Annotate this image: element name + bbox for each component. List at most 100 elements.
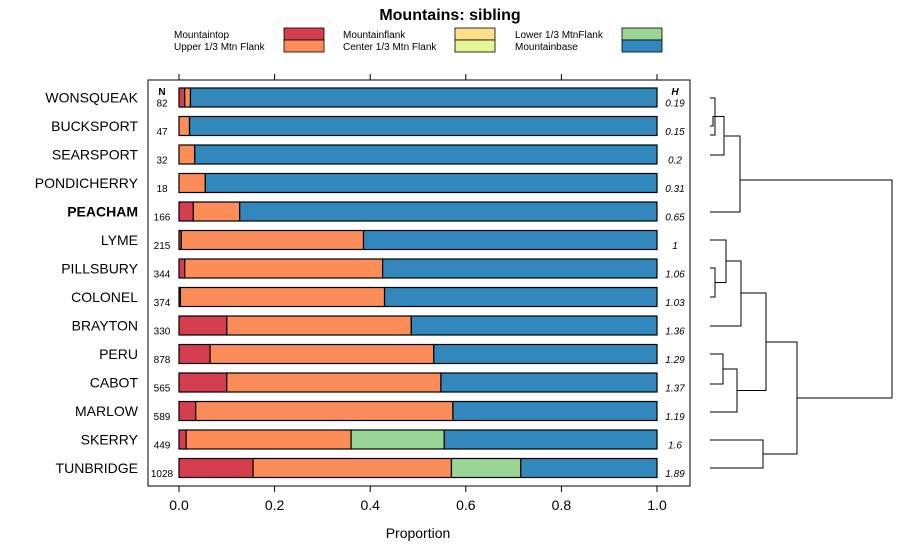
legend-label-mountaintop: Mountaintop — [174, 30, 229, 41]
bar-segment-mountainbase — [383, 286, 658, 308]
bar-segment-mountainbase — [440, 372, 658, 393]
legend: Mountaintop Mountainflank Lower 1/3 MtnFla… — [174, 27, 663, 53]
category-label-tunbridge: TUNBRIDGE — [56, 460, 138, 476]
legend-swatch-mountainflank — [454, 27, 496, 41]
x-tick-label: 0.2 — [265, 497, 285, 513]
bar-segment-mountaintop — [178, 372, 228, 393]
bar-segment-upper-1-3-mtn-flank — [185, 429, 352, 450]
n-value: 47 — [156, 127, 168, 138]
n-header: N — [158, 87, 165, 98]
legend-swatch-center-1-3-mtn-flank — [454, 39, 496, 53]
bar-segment-mountainbase — [410, 315, 658, 336]
category-label-bucksport: BUCKSPORT — [51, 118, 138, 134]
legend-label-lower-1-3-mtnflank: Lower 1/3 MtnFlank — [515, 30, 604, 41]
category-label-colonel: COLONEL — [71, 289, 138, 305]
n-value: 565 — [154, 384, 171, 395]
bar-segment-upper-1-3-mtn-flank — [184, 258, 384, 279]
dendrogram-branch — [710, 116, 725, 156]
category-label-searsport: SEARSPORT — [52, 147, 139, 163]
bar-segment-mountainbase — [239, 201, 658, 222]
legend-swatch-upper-1-3-mtn-flank — [283, 39, 325, 53]
bar-segment-mountainbase — [443, 429, 658, 450]
bar-segment-upper-1-3-mtn-flank — [180, 229, 365, 251]
n-value: 344 — [154, 270, 171, 281]
n-value: 166 — [154, 213, 171, 224]
bar-segment-mountainbase — [194, 144, 658, 165]
h-value: 0.19 — [665, 99, 685, 110]
bar-segment-upper-1-3-mtn-flank — [184, 87, 192, 108]
x-tick-label: 0.6 — [456, 497, 476, 513]
n-value: 449 — [154, 441, 171, 452]
n-value: 374 — [154, 298, 171, 309]
bar-segment-mountainbase — [362, 229, 658, 251]
x-tick-label: 1.0 — [647, 497, 667, 513]
category-label-cabot: CABOT — [90, 375, 139, 391]
plot-frame — [147, 79, 691, 487]
h-value: 1 — [672, 241, 678, 252]
legend-swatch-lower-1-3-mtnflank — [621, 27, 663, 41]
n-value: 215 — [154, 241, 171, 252]
bar-segment-mountaintop — [178, 87, 186, 108]
h-value: 0.65 — [665, 213, 685, 224]
h-value: 1.06 — [665, 270, 685, 281]
h-value: 1.89 — [665, 469, 685, 480]
bar-segment-upper-1-3-mtn-flank — [252, 457, 453, 479]
h-value: 0.31 — [665, 184, 684, 195]
chart-title: Mountains: sibling — [379, 7, 520, 24]
x-axis-label: Proportion — [386, 525, 451, 541]
dendrogram-branch — [710, 239, 727, 283]
dendrogram — [710, 97, 893, 469]
category-label-wonsqueak: WONSQUEAK — [45, 90, 138, 106]
bar-segment-mountaintop — [178, 315, 228, 336]
bar-segment-mountaintop — [178, 201, 194, 222]
dendrogram-branch — [710, 353, 724, 385]
bar-segment-mountainbase — [189, 87, 658, 108]
category-label-marlow: MARLOW — [75, 403, 139, 419]
category-label-peru: PERU — [99, 346, 138, 362]
n-value: 589 — [154, 412, 171, 423]
h-value: 1.37 — [665, 384, 685, 395]
bar-segment-upper-1-3-mtn-flank — [192, 201, 241, 222]
bar-segment-upper-1-3-mtn-flank — [226, 315, 412, 336]
h-value: 1.19 — [665, 412, 685, 423]
dendrogram-branch — [710, 267, 716, 298]
category-label-lyme: LYME — [101, 232, 138, 248]
category-label-pondicherry: PONDICHERRY — [35, 175, 139, 191]
h-value: 1.6 — [668, 441, 682, 452]
h-value: 1.36 — [665, 327, 685, 338]
legend-label-mountainbase: Mountainbase — [515, 42, 578, 53]
legend-label-center-1-3-mtn-flank: Center 1/3 Mtn Flank — [343, 42, 437, 53]
legend-label-mountainflank: Mountainflank — [343, 30, 406, 41]
legend-label-upper-1-3-mtn-flank: Upper 1/3 Mtn Flank — [174, 42, 266, 53]
n-value: 82 — [156, 99, 168, 110]
dendrogram-branch — [710, 116, 715, 127]
dendrogram-branch — [710, 439, 764, 469]
h-value: 1.03 — [665, 298, 685, 309]
axes-group: 0.0 0.2 0.4 0.6 0.8 1.0 — [169, 74, 667, 513]
bar-segment-mountainbase — [204, 172, 658, 194]
n-value: 32 — [156, 156, 168, 167]
h-header: H — [671, 87, 679, 98]
bar-segment-upper-1-3-mtn-flank — [178, 172, 206, 194]
n-value: 18 — [156, 184, 168, 195]
x-tick-label: 0.0 — [169, 497, 189, 513]
bar-segment-mountaintop — [178, 258, 186, 279]
bar-segment-mountainbase — [382, 258, 658, 279]
bar-segment-mountainbase — [520, 457, 658, 479]
n-value: 878 — [154, 355, 171, 366]
dendrogram-branch — [710, 135, 741, 213]
bar-segment-mountaintop — [178, 457, 254, 479]
n-value: 1028 — [151, 469, 174, 480]
bar-segment-mountaintop — [178, 400, 197, 422]
h-value: 0.2 — [668, 156, 682, 167]
dendrogram-branch — [740, 179, 893, 398]
category-label-skerry: SKERRY — [81, 432, 139, 448]
bar-segment-lower-1-3-mtnflank — [450, 457, 522, 479]
category-label-pillsbury: PILLSBURY — [61, 261, 138, 277]
bar-segment-mountainbase — [452, 400, 658, 422]
bars-group: WONSQUEAK 82 0.19 BUCKSPORT 47 0.15 SEARSPORT 3… — [35, 87, 685, 480]
legend-swatch-mountainbase — [621, 39, 663, 53]
bar-segment-mountainbase — [188, 115, 658, 137]
bar-segment-lower-1-3-mtnflank — [350, 429, 445, 450]
x-tick-label: 0.4 — [360, 497, 380, 513]
